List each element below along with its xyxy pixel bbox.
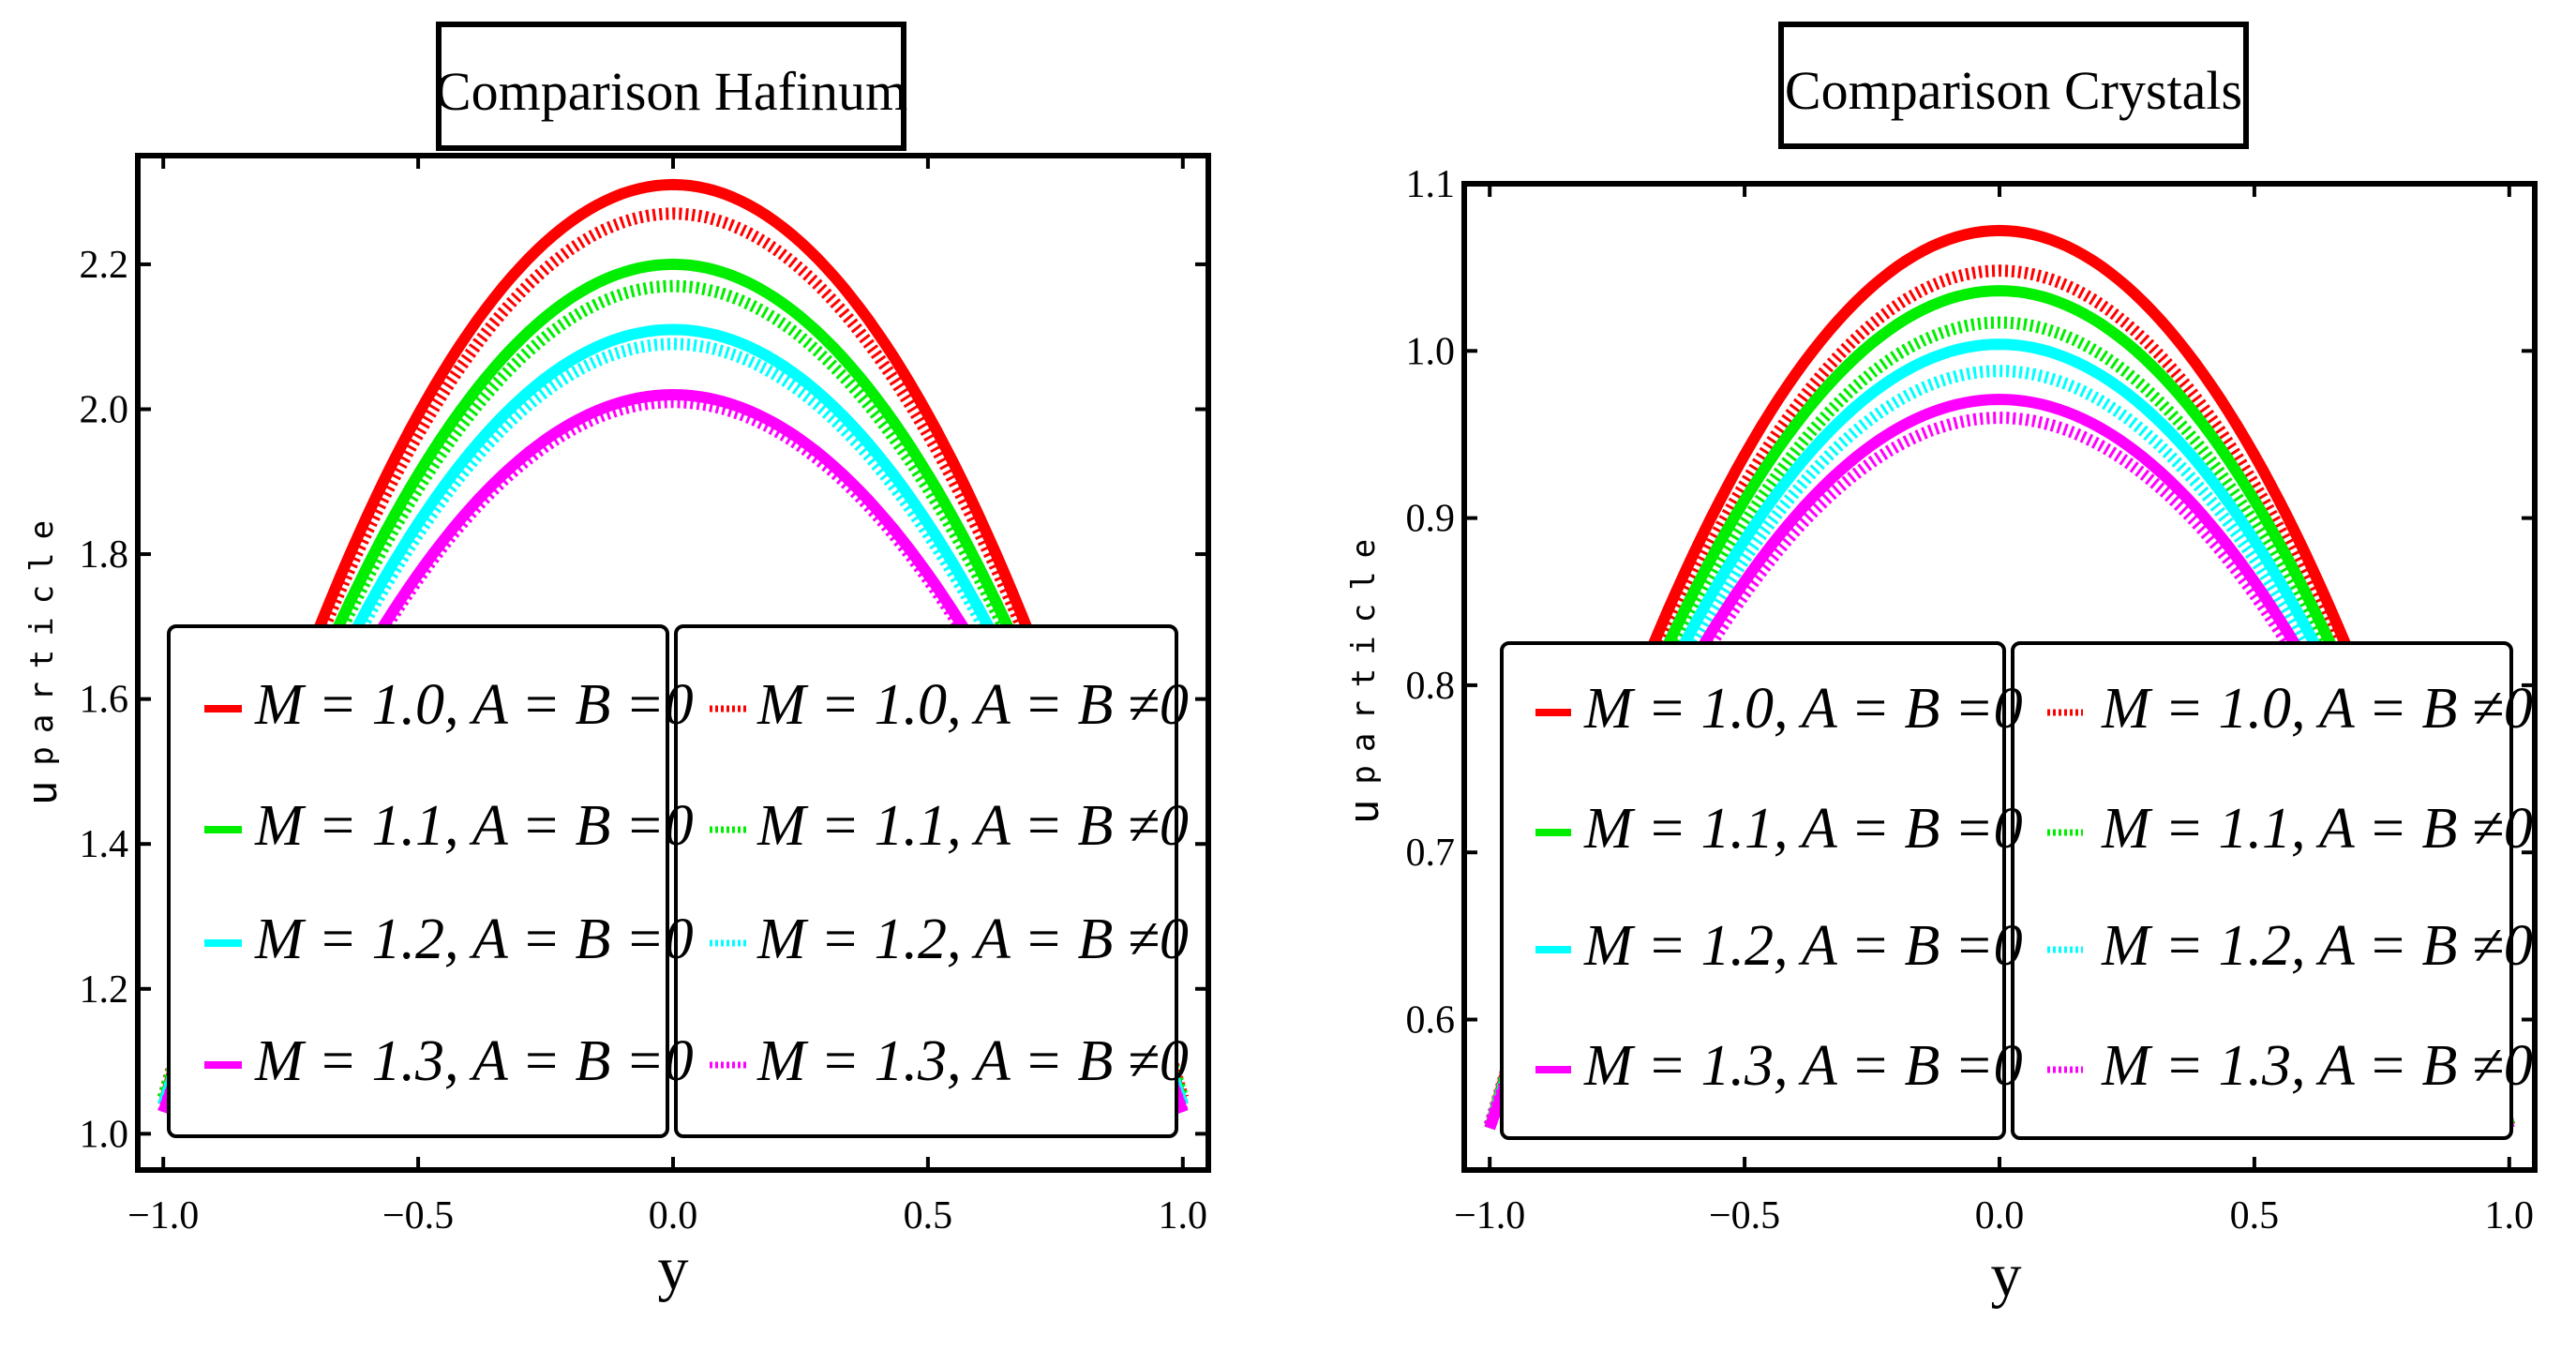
title-box (436, 22, 906, 151)
y-tick-label: 0.6 (1406, 999, 1456, 1042)
x-tick-label: 1.0 (1159, 1194, 1208, 1238)
x-tick-label: −0.5 (1709, 1194, 1780, 1238)
x-tick-label: 1.0 (2485, 1194, 2535, 1238)
chart-crystals: Comparison Crystals −1.0 −0.5 0.0 0.5 1.0 0.… (1340, 22, 2538, 1310)
y-axis-label-sub: particle (1345, 526, 1383, 785)
legend-label: M = 1.3, A = B =0 (1583, 1034, 2023, 1098)
legend: M = 1.0, A = B =0 M = 1.1, A = B =0 M = 1.… (167, 624, 1189, 1138)
legend-label: M = 1.2, A = B =0 (1583, 914, 2023, 978)
y-tick-label: 1.4 (80, 823, 129, 866)
y-tick-label: 2.0 (80, 389, 129, 432)
legend-label: M = 1.1, A = B =0 (254, 794, 694, 858)
legend-label: M = 1.0, A = B ≠0 (756, 673, 1189, 737)
x-axis-label: y (658, 1235, 689, 1303)
series-line (1484, 224, 2515, 1131)
y-axis-label: u particle (19, 507, 67, 805)
legend-label: M = 1.2, A = B ≠0 (756, 908, 1189, 971)
chart-hafinum: Comparison Hafinum −1.0 −0.5 0.0 0.5 1.0 1.0… (19, 22, 1211, 1303)
legend-box-left (1500, 641, 2006, 1140)
y-tick-label: 1.0 (80, 1113, 129, 1156)
y-tick-label: 0.9 (1406, 498, 1456, 541)
legend-label: M = 1.1, A = B =0 (1583, 797, 2023, 861)
legend-label: M = 1.3, A = B ≠0 (756, 1029, 1189, 1093)
y-tick-label: 1.0 (1406, 330, 1456, 373)
title-box (1778, 22, 2249, 149)
legend-label: M = 1.0, A = B =0 (1583, 677, 2023, 741)
y-tick-label: 0.8 (1406, 665, 1456, 708)
series-line (157, 207, 1190, 1100)
legend-label: M = 1.2, A = B =0 (254, 908, 694, 971)
x-ticks: −1.0 −0.5 0.0 0.5 1.0 (1454, 184, 2534, 1238)
x-tick-label: −0.5 (382, 1194, 454, 1238)
y-tick-label: 1.1 (1406, 163, 1456, 206)
legend-label: M = 1.3, A = B ≠0 (2101, 1034, 2533, 1098)
y-axis-label: u particle (1340, 526, 1388, 824)
x-tick-label: 0.0 (649, 1194, 698, 1238)
legend-label: M = 1.1, A = B ≠0 (2101, 797, 2533, 861)
legend-label: M = 1.0, A = B =0 (254, 673, 694, 737)
y-tick-label: 1.2 (80, 968, 129, 1012)
y-axis-label-main: u (19, 781, 67, 806)
y-ticks: 1.0 1.2 1.4 1.6 1.8 2.0 2.2 (80, 244, 1208, 1156)
y-tick-label: 1.6 (80, 679, 129, 722)
chart-title: Comparison Crystals (1785, 60, 2242, 121)
x-tick-label: −1.0 (127, 1194, 199, 1238)
legend: M = 1.0, A = B =0 M = 1.1, A = B =0 M = 1.… (1500, 641, 2533, 1140)
y-tick-label: 1.8 (80, 533, 129, 577)
legend-label: M = 1.3, A = B =0 (254, 1029, 694, 1093)
series-line (1484, 316, 2515, 1127)
legend-box-right (674, 624, 1178, 1138)
y-ticks: 0.6 0.7 0.8 0.9 1.0 1.1 (1406, 163, 2535, 1042)
y-axis-label-sub: particle (23, 507, 61, 766)
legend-label: M = 1.1, A = B ≠0 (756, 794, 1189, 858)
legend-box-right (2011, 641, 2513, 1140)
x-axis-label: y (1991, 1241, 2022, 1310)
x-tick-label: 0.5 (904, 1194, 953, 1238)
chart-title: Comparison Hafinum (435, 61, 907, 122)
legend-box-left (167, 624, 669, 1138)
y-axis-label-main: u (1340, 800, 1388, 825)
x-tick-label: −1.0 (1454, 1194, 1525, 1238)
x-tick-label: 0.0 (1975, 1194, 2025, 1238)
legend-label: M = 1.2, A = B ≠0 (2101, 914, 2533, 978)
y-tick-label: 0.7 (1406, 832, 1456, 875)
x-ticks: −1.0 −0.5 0.0 0.5 1.0 (127, 156, 1207, 1238)
y-tick-label: 2.2 (80, 244, 129, 287)
x-tick-label: 0.5 (2230, 1194, 2280, 1238)
legend-label: M = 1.0, A = B ≠0 (2101, 677, 2533, 741)
